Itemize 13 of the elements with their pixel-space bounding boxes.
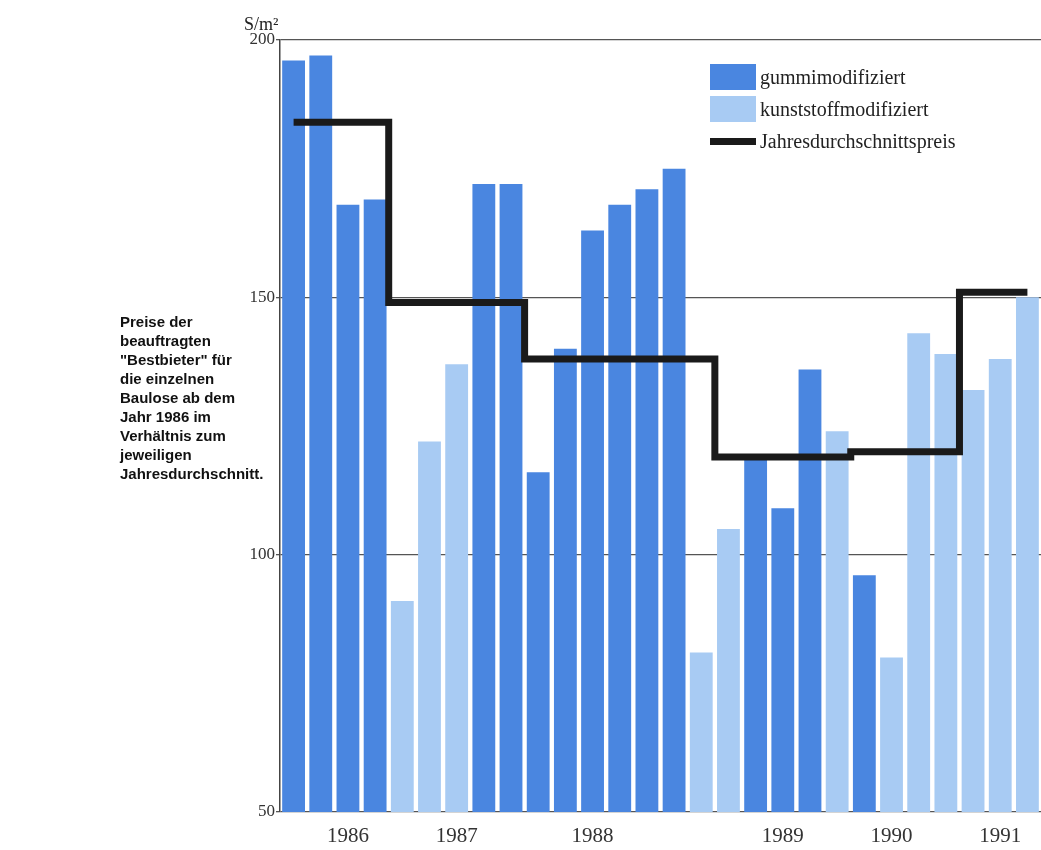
- x-tick-label: 1987: [435, 823, 478, 848]
- x-tick-label: 1989: [761, 823, 804, 848]
- x-tick-label: 1986: [326, 823, 369, 848]
- x-tick-label: 1991: [979, 823, 1022, 848]
- legend-label: kunststoffmodifiziert: [760, 97, 929, 121]
- text: Preise der beauftragten "Bestbieter" für die einzelnen Baulose ab dem Jahr 1986 im Verhältnis zum jeweiligen Jahresdurchschnitt.: [120, 313, 264, 482]
- x-tick-label: 1988: [571, 823, 614, 848]
- y-tick-label: 150: [249, 286, 275, 306]
- x-tick-label: 1990: [870, 823, 913, 848]
- y-tick-label: 50: [258, 801, 275, 821]
- legend-label: gummimodifiziert: [760, 65, 906, 89]
- legend-label: Jahresdurchschnittspreis: [760, 129, 956, 153]
- y-tick-label: 100: [249, 544, 275, 564]
